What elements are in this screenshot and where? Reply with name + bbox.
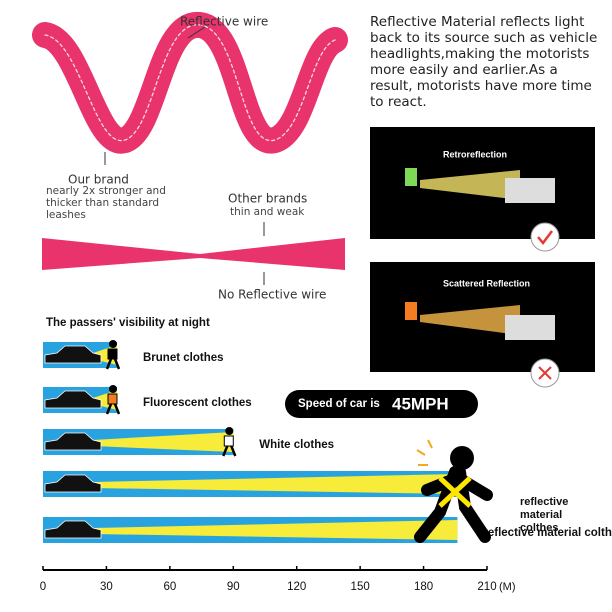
beam: [93, 474, 458, 494]
note: nearly 2x stronger and thicker than stan…: [46, 185, 166, 221]
car: [44, 432, 102, 451]
check: [537, 230, 553, 246]
panel-title: Retroreflection: [443, 149, 507, 159]
category-label: reflective material colthes: [520, 496, 569, 534]
thin-ribbon: [42, 238, 345, 270]
pointer: [187, 26, 206, 39]
x-tick-label: 60: [163, 581, 176, 593]
x-tick-label: 180: [414, 581, 433, 593]
x-tick-label: 120: [287, 581, 306, 593]
beam: [420, 305, 520, 335]
speed-pill: [285, 390, 478, 418]
x-tick-label: 150: [351, 581, 370, 593]
car: [505, 178, 555, 203]
walker-body: [107, 348, 118, 360]
walker-body: [223, 435, 234, 447]
note-text: nearly 2x stronger and thicker than stan…: [46, 185, 166, 221]
chart-title: The passers' visibility at night: [46, 317, 210, 329]
walker-body: [107, 393, 118, 405]
x-axis-label: (M): [499, 581, 516, 593]
beam: [93, 432, 234, 452]
speed-label: Speed of car is: [298, 398, 380, 410]
cross: [538, 366, 552, 380]
car: [44, 520, 102, 539]
walker-legs: [222, 445, 237, 457]
category-label: Fluorescent clothes: [143, 397, 252, 409]
walker-head: [109, 385, 117, 393]
car: [505, 315, 555, 340]
speed-value: 45MPH: [392, 394, 449, 413]
x-tick-label: 30: [100, 581, 113, 593]
label: Other brands: [228, 192, 307, 206]
x-tick-label: 210: [477, 581, 496, 593]
category-label: Brunet clothes: [143, 352, 224, 364]
label: Reflective wire: [180, 15, 268, 29]
category-label: reflective material colthes: [483, 527, 612, 539]
walker-head: [225, 427, 234, 435]
beam: [93, 520, 458, 540]
walker-legs: [105, 403, 121, 415]
walker-head: [109, 340, 117, 348]
x-tick-label: 90: [227, 581, 240, 593]
category-label: White clothes: [259, 439, 334, 451]
label: Our brand: [68, 173, 129, 187]
badge: [530, 222, 560, 252]
car: [44, 390, 102, 409]
note: thin and weak: [230, 206, 305, 218]
label: No Reflective wire: [218, 288, 326, 302]
beam: [420, 170, 520, 200]
car: [44, 345, 102, 364]
x-tick-label: 0: [40, 581, 46, 593]
walker-legs: [105, 358, 121, 370]
vest: [405, 168, 417, 186]
panel-title: Scattered Reflection: [443, 278, 530, 288]
runner: [414, 439, 493, 543]
car: [44, 474, 102, 493]
vest: [405, 302, 417, 320]
ribbon-spiral: [32, 12, 348, 154]
description: Reflective Material reflects light back …: [370, 14, 598, 110]
